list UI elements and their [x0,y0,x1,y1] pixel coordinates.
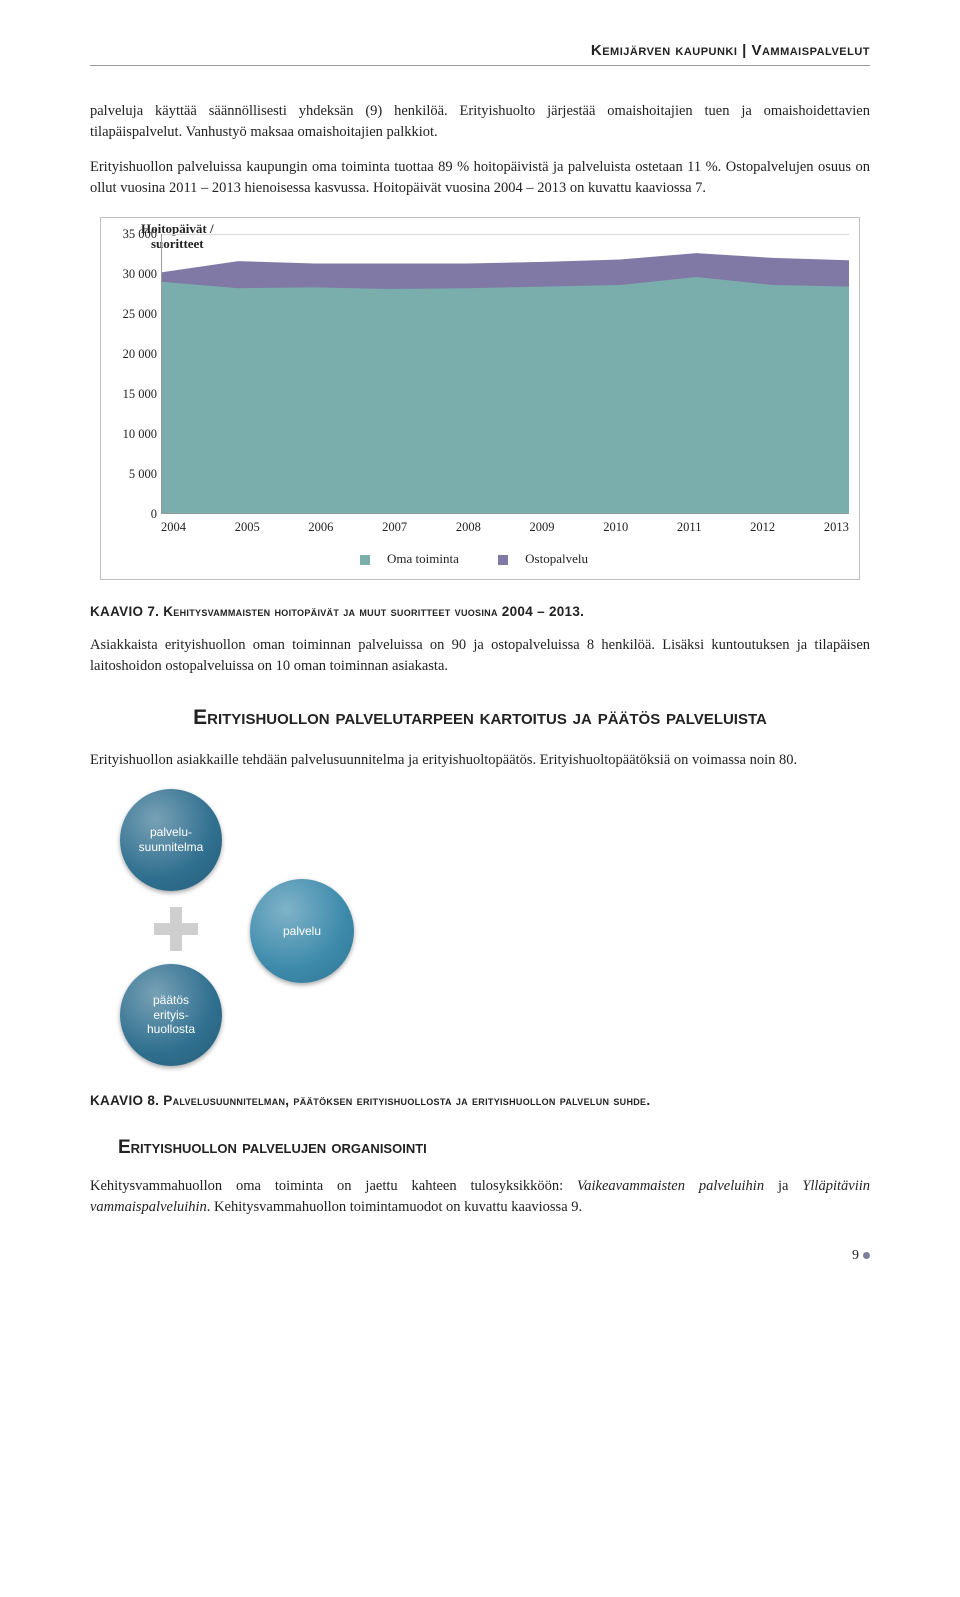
paragraph: Asiakkaista erityishuollon oman toiminna… [90,635,870,677]
chart-x-tick: 2005 [235,518,260,536]
page-number: 9 [90,1246,870,1266]
legend-swatch-oma [360,555,370,565]
chart-y-tick: 0 [107,505,157,523]
chart-y-tick: 35 000 [107,225,157,243]
chart-x-tick: 2012 [750,518,775,536]
chart-y-tick: 5 000 [107,465,157,483]
plus-connector-icon [154,907,198,951]
page-number-dot-icon [863,1252,870,1259]
chart-x-tick: 2010 [603,518,628,536]
page-header: Kemijärven kaupunki | Vammaispalvelut [90,40,870,66]
subsection-heading: Erityishuollon palvelujen organisointi [118,1134,870,1162]
chart-y-tick: 10 000 [107,425,157,443]
chart-y-tick: 20 000 [107,345,157,363]
chart-y-tick: 25 000 [107,305,157,323]
chart-y-tick: 30 000 [107,265,157,283]
chart-caption: KAAVIO 7. Kehitysvammaisten hoitopäivät … [90,602,870,622]
diagram-node-paatos: päätöserityis-huollosta [120,964,222,1066]
chart-x-axis: 2004 2005 2006 2007 2008 2009 2010 2011 2012 2013 [161,518,849,536]
section-heading: Erityishuollon palvelutarpeen kartoitus … [90,703,870,733]
chart-y-tick: 15 000 [107,385,157,403]
diagram-caption: KAAVIO 8. Palvelusuunnitelman, päätöksen… [90,1091,870,1111]
area-chart: Hoitopäivät / suoritteet 05 00010 00015 … [100,217,860,580]
paragraph: Erityishuollon palveluissa kaupungin oma… [90,157,870,199]
chart-x-tick: 2013 [824,518,849,536]
chart-x-tick: 2006 [308,518,333,536]
chart-x-tick: 2007 [382,518,407,536]
chart-x-tick: 2011 [677,518,702,536]
paragraph: Kehitysvammahuollon oma toiminta on jaet… [90,1176,870,1218]
chart-x-tick: 2004 [161,518,186,536]
paragraph: palveluja käyttää säännöllisesti yhdeksä… [90,101,870,143]
diagram-node-suunnitelma: palvelu-suunnitelma [120,789,222,891]
paragraph: Erityishuollon asiakkaille tehdään palve… [90,750,870,771]
chart-legend: Oma toiminta Ostopalvelu [111,550,849,569]
process-diagram: palvelu-suunnitelma päätöserityis-huollos… [120,789,870,1069]
diagram-node-palvelu: palvelu [250,879,354,983]
chart-x-tick: 2008 [456,518,481,536]
chart-x-tick: 2009 [530,518,555,536]
legend-swatch-osto [498,555,508,565]
